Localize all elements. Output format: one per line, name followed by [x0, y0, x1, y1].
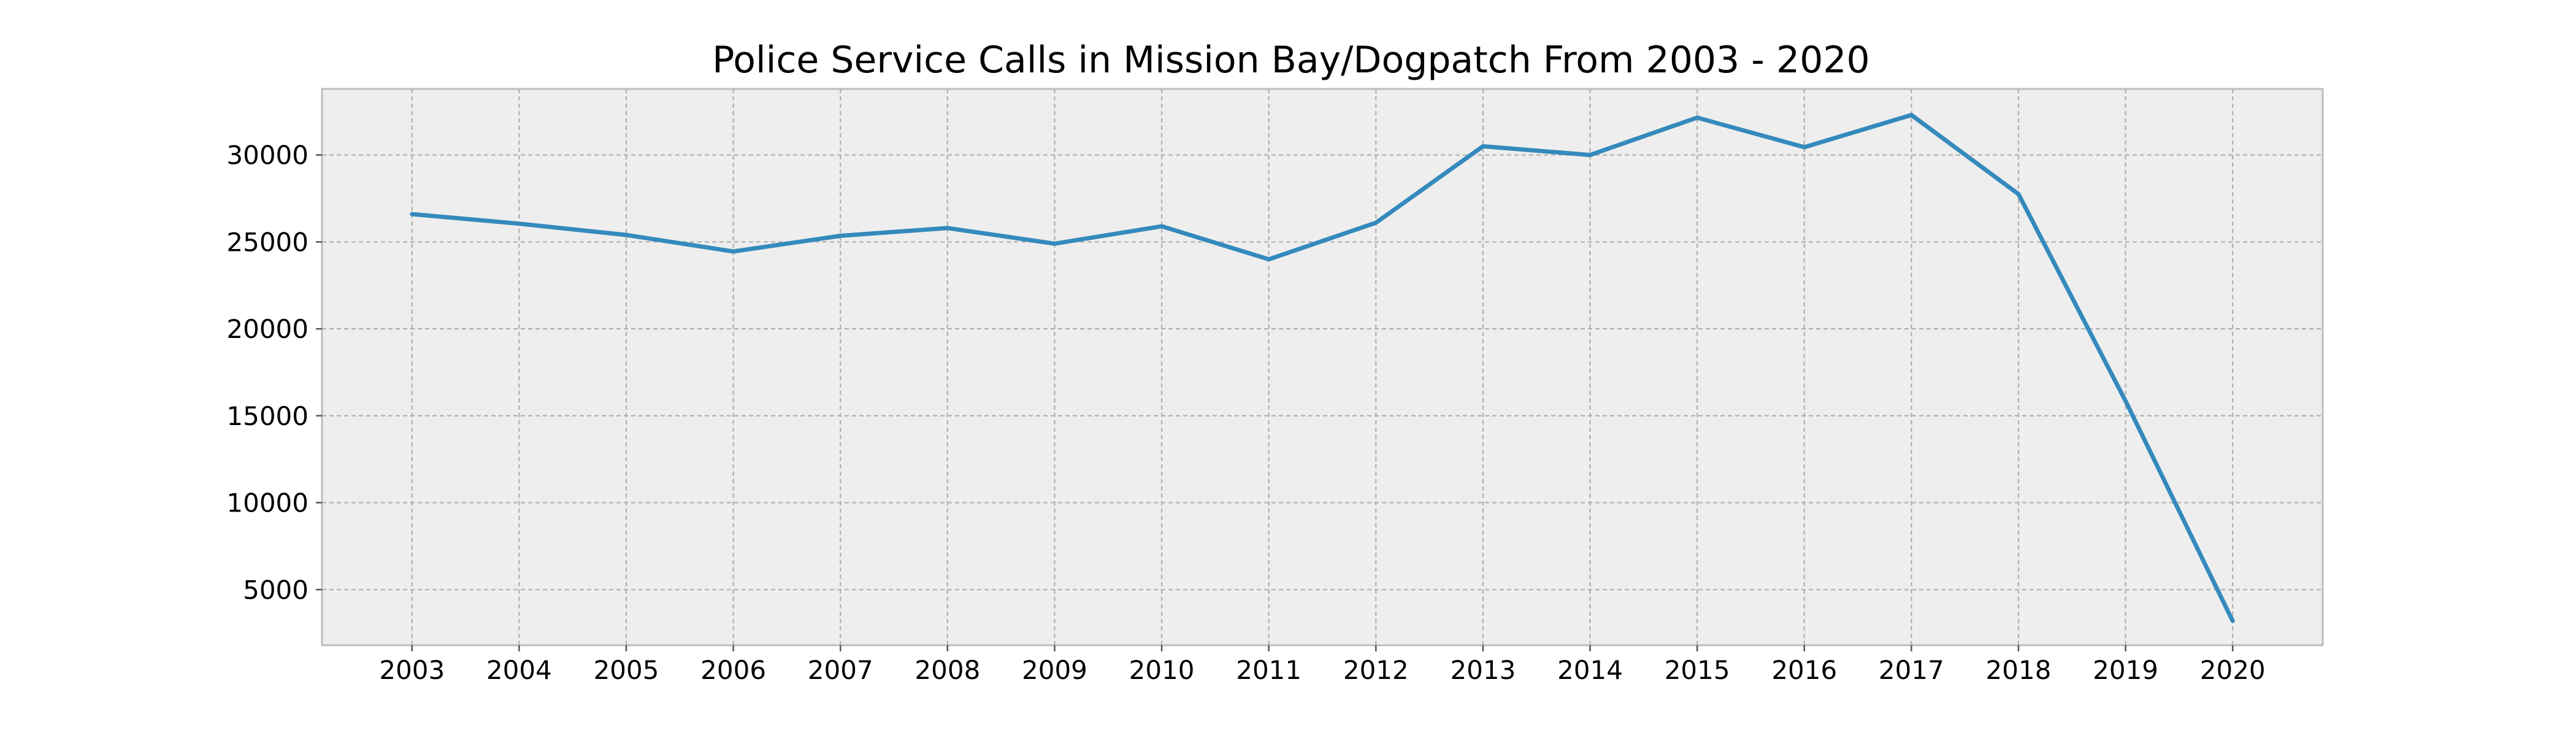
x-tick-label: 2020 — [2200, 655, 2266, 685]
y-tick-label: 20000 — [226, 314, 309, 344]
x-tick-label: 2009 — [1022, 655, 1087, 685]
x-tick-label: 2013 — [1450, 655, 1516, 685]
series-line — [410, 113, 2235, 623]
x-tick-label: 2014 — [1557, 655, 1623, 685]
x-tick-label: 2012 — [1343, 655, 1409, 685]
axis-ticks — [316, 154, 2234, 651]
y-tick-label: 15000 — [226, 401, 309, 431]
series-layer — [410, 113, 2235, 623]
x-tick-label: 2003 — [379, 655, 445, 685]
x-tick-label: 2005 — [594, 655, 659, 685]
x-tick-label: 2015 — [1665, 655, 1730, 685]
x-axis-tick-labels: 2003 2004 2005 2006 2007 2008 2009 2010 2011 2012… — [379, 655, 2265, 685]
x-tick-label: 2019 — [2093, 655, 2158, 685]
x-tick-label: 2011 — [1236, 655, 1301, 685]
y-tick-label: 25000 — [226, 227, 309, 257]
x-tick-label: 2016 — [1771, 655, 1837, 685]
x-tick-label: 2006 — [700, 655, 766, 685]
chart-title: Police Service Calls in Mission Bay/Dogp… — [712, 39, 1869, 82]
x-tick-label: 2018 — [1986, 655, 2052, 685]
y-tick-label: 5000 — [243, 575, 309, 605]
x-tick-label: 2017 — [1879, 655, 1944, 685]
x-tick-label: 2010 — [1129, 655, 1195, 685]
y-tick-label: 30000 — [226, 140, 309, 171]
y-axis-tick-labels: 5000 10000 15000 20000 25000 30000 — [226, 140, 309, 605]
y-tick-label: 10000 — [226, 488, 309, 518]
x-tick-label: 2007 — [808, 655, 873, 685]
plot-area — [321, 88, 2324, 646]
grid — [322, 89, 2323, 645]
x-tick-label: 2008 — [914, 655, 980, 685]
x-tick-label: 2004 — [486, 655, 552, 685]
